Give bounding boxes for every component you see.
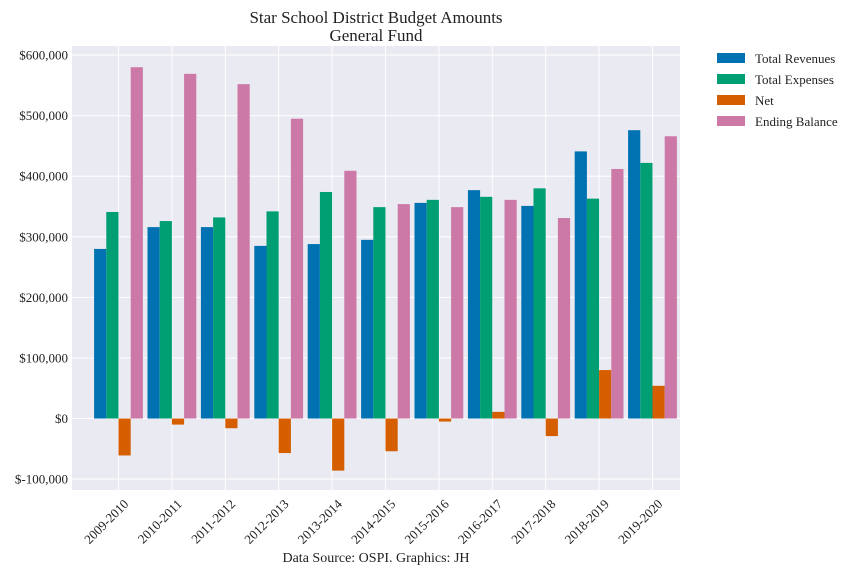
y-tick-label: $100,000 xyxy=(19,350,68,365)
bar-total-expenses xyxy=(533,188,546,419)
bar-total-revenues xyxy=(307,244,320,419)
y-tick-label: $600,000 xyxy=(19,48,68,63)
bar-total-revenues xyxy=(200,227,214,419)
y-tick-label: $200,000 xyxy=(19,290,68,305)
bar-total-revenues xyxy=(94,248,107,419)
bar-total-expenses xyxy=(319,191,333,419)
bar-net xyxy=(332,418,345,471)
x-tick-label: 2017-2018 xyxy=(508,496,558,546)
bar-total-expenses xyxy=(159,221,172,419)
bar-total-expenses xyxy=(586,198,600,419)
legend-label: Total Revenues xyxy=(755,51,835,66)
legend-swatch xyxy=(717,116,745,126)
y-tick-label: $300,000 xyxy=(19,229,68,244)
x-axis-ticks: 2009-2010 2010-2011 2011-2012 2012-2013 2013… xyxy=(81,496,665,547)
bars xyxy=(94,67,677,471)
bar-net xyxy=(118,418,131,456)
x-tick-label: 2012-2013 xyxy=(241,496,291,546)
bar-ending-balance xyxy=(611,168,624,419)
bar-total-expenses xyxy=(480,196,493,419)
bar-ending-balance xyxy=(344,170,357,419)
legend-label: Total Expenses xyxy=(755,72,834,87)
y-tick-label: $500,000 xyxy=(19,108,68,123)
legend: Total Revenues Total Expenses Net Ending Ba… xyxy=(717,51,838,129)
bar-ending-balance xyxy=(664,136,677,419)
bar-total-revenues xyxy=(521,205,534,419)
bar-net xyxy=(225,418,238,429)
bar-ending-balance xyxy=(504,199,517,419)
bar-ending-balance xyxy=(451,207,464,419)
y-tick-label: $-100,000 xyxy=(15,472,68,487)
bar-total-expenses xyxy=(213,217,226,419)
x-tick-label: 2019-2020 xyxy=(615,496,665,546)
bar-net xyxy=(278,418,291,454)
x-tick-label: 2014-2015 xyxy=(348,496,398,546)
y-axis-ticks: $-100,000 $0 $100,000 $200,000 $300,000 $400,… xyxy=(15,48,68,487)
bar-total-expenses xyxy=(373,207,386,419)
bar-total-revenues xyxy=(147,227,160,419)
bar-net xyxy=(492,411,505,419)
x-tick-label: 2011-2012 xyxy=(188,496,238,546)
legend-swatch xyxy=(717,74,745,84)
bar-ending-balance xyxy=(397,204,410,419)
y-tick-label: $0 xyxy=(55,411,68,426)
x-tick-label: 2013-2014 xyxy=(295,496,346,547)
bar-net xyxy=(171,418,185,425)
bar-total-revenues xyxy=(628,130,641,419)
bar-ending-balance xyxy=(184,73,197,419)
bar-ending-balance xyxy=(557,218,571,419)
chart-subtitle: General Fund xyxy=(329,26,423,45)
data-source-caption: Data Source: OSPI. Graphics: JH xyxy=(282,551,469,566)
legend-label: Net xyxy=(755,93,774,108)
bar-total-expenses xyxy=(266,211,279,419)
legend-label: Ending Balance xyxy=(755,114,838,129)
x-tick-label: 2015-2016 xyxy=(401,496,452,547)
bar-ending-balance xyxy=(237,84,250,419)
legend-swatch xyxy=(717,95,745,105)
x-tick-label: 2016-2017 xyxy=(455,496,506,547)
bar-total-expenses xyxy=(640,162,653,419)
bar-net xyxy=(652,385,665,419)
bar-ending-balance xyxy=(290,118,304,419)
chart-title: Star School District Budget Amounts xyxy=(249,8,502,27)
bar-net xyxy=(599,370,612,419)
bar-total-revenues xyxy=(414,202,427,419)
legend-swatch xyxy=(717,53,745,63)
bar-total-revenues xyxy=(361,239,374,419)
bar-total-expenses xyxy=(106,211,119,419)
bar-net xyxy=(385,418,398,452)
x-tick-label: 2010-2011 xyxy=(135,496,185,546)
x-tick-label: 2009-2010 xyxy=(81,496,131,546)
bar-total-revenues xyxy=(467,190,481,419)
x-tick-label: 2018-2019 xyxy=(562,496,612,546)
bar-total-revenues xyxy=(574,151,587,419)
bar-total-revenues xyxy=(254,245,267,419)
y-tick-label: $400,000 xyxy=(19,169,68,184)
bar-total-expenses xyxy=(426,199,439,419)
bar-net xyxy=(438,418,452,422)
bar-net xyxy=(545,418,558,437)
bar-ending-balance xyxy=(130,67,143,419)
